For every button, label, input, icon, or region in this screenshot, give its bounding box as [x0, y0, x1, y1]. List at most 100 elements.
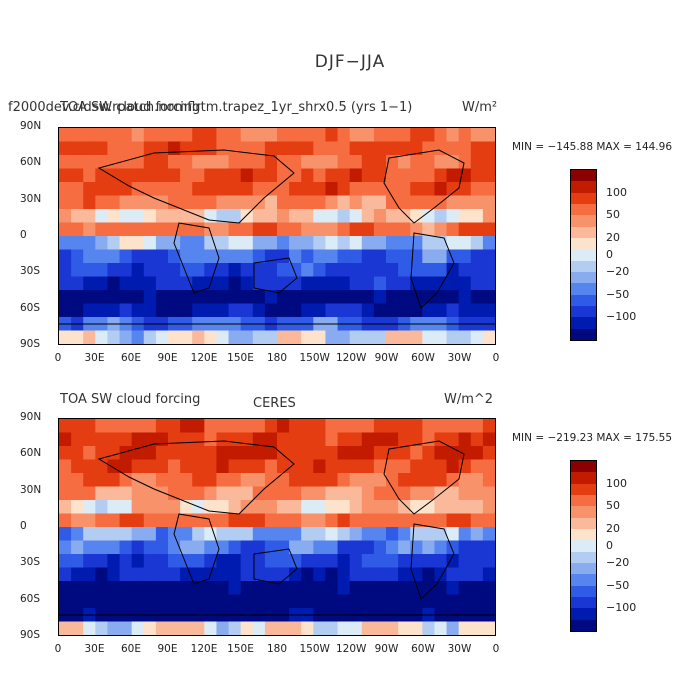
field-cell: [168, 459, 181, 474]
field-cell: [240, 276, 254, 291]
field-cell: [398, 419, 411, 434]
field-cell: [83, 263, 96, 278]
field-cell: [434, 500, 448, 515]
field-cell: [349, 567, 363, 582]
colorbar-swatch: [571, 260, 596, 272]
x-tick-label: 120W: [336, 643, 367, 655]
field-cell: [446, 500, 460, 515]
field-cell: [71, 446, 84, 461]
field-cell: [180, 594, 193, 609]
field-cell: [143, 513, 157, 528]
field-cell: [204, 290, 218, 305]
field-cell: [107, 263, 121, 278]
field-cell: [119, 303, 133, 318]
field-cell: [204, 473, 218, 488]
field-cell: [264, 209, 278, 224]
field-cell: [277, 303, 290, 318]
field-cell: [482, 263, 495, 278]
field-cell: [252, 303, 266, 318]
field-cell: [301, 182, 314, 197]
field-cell: [71, 128, 84, 143]
field-cell: [180, 276, 193, 291]
field-cell: [434, 182, 448, 197]
field-cell: [228, 540, 242, 555]
field-cell: [313, 513, 327, 528]
field-cell: [434, 330, 448, 344]
field-cell: [458, 290, 472, 305]
field-cell: [434, 459, 448, 474]
field-cell: [95, 500, 109, 515]
field-cell: [168, 500, 181, 515]
field-cell: [83, 209, 96, 224]
field-cell: [216, 459, 230, 474]
field-cell: [240, 581, 254, 596]
field-cell: [180, 249, 193, 264]
field-cell: [337, 446, 351, 461]
field-cell: [470, 276, 484, 291]
field-cell: [252, 567, 266, 582]
field-cell: [107, 500, 121, 515]
field-cell: [410, 540, 423, 555]
field-cell: [373, 209, 387, 224]
field-cell: [446, 459, 460, 474]
field-cell: [289, 594, 302, 609]
field-cell: [458, 581, 472, 596]
field-cell: [216, 209, 230, 224]
field-cell: [386, 249, 399, 264]
field-cell: [325, 276, 339, 291]
x-tick-label: 30E: [84, 352, 105, 364]
field-cell: [373, 155, 387, 170]
field-cell: [386, 581, 399, 596]
field-cell: [349, 594, 363, 609]
field-cell: [192, 527, 205, 542]
field-cell: [228, 621, 242, 635]
field-cell: [143, 263, 157, 278]
field-cell: [349, 554, 363, 569]
field-cell: [228, 432, 242, 447]
field-cell: [83, 290, 96, 305]
field-cell: [264, 168, 278, 183]
field-cell: [361, 540, 375, 555]
field-cell: [301, 209, 314, 224]
field-cell: [192, 581, 205, 596]
field-cell: [422, 567, 436, 582]
y-tick-label: 90N: [20, 120, 42, 132]
field-cell: [410, 513, 423, 528]
field-cell: [470, 155, 484, 170]
field-cell: [168, 249, 181, 264]
field-cell: [482, 446, 495, 461]
field-cell: [95, 567, 109, 582]
field-cell: [398, 554, 411, 569]
field-cell: [216, 446, 230, 461]
field-cell: [398, 581, 411, 596]
field-cell: [240, 473, 254, 488]
field-cell: [264, 276, 278, 291]
field-cell: [422, 155, 436, 170]
field-cell: [337, 594, 351, 609]
field-cell: [180, 141, 193, 156]
field-cell: [373, 621, 387, 635]
field-cell: [470, 249, 484, 264]
field-cell: [71, 168, 84, 183]
field-cell: [264, 330, 278, 344]
field-cell: [482, 594, 495, 609]
field-cell: [192, 195, 205, 210]
field-cell: [349, 276, 363, 291]
field-cell: [95, 473, 109, 488]
field-cell: [143, 182, 157, 197]
field-cell: [410, 446, 423, 461]
field-cell: [325, 195, 339, 210]
field-cell: [107, 486, 121, 501]
field-cell: [83, 155, 96, 170]
colorbar-swatch: [571, 608, 596, 620]
field-cell: [446, 473, 460, 488]
field-cell: [71, 581, 84, 596]
y-tick-label: 90S: [20, 629, 41, 641]
field-cell: [422, 500, 436, 515]
colorbar-swatch: [571, 483, 596, 495]
field-cell: [410, 222, 423, 237]
field-cell: [337, 459, 351, 474]
field-cell: [264, 581, 278, 596]
field-cell: [192, 303, 205, 318]
field-cell: [422, 621, 436, 635]
